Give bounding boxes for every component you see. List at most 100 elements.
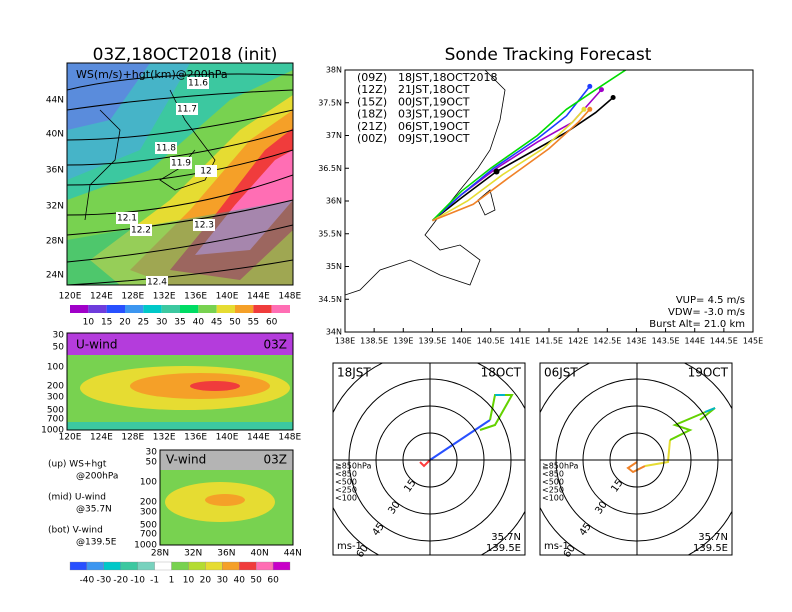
x-tick-label: 141E	[510, 337, 530, 346]
level-label: 700	[47, 415, 64, 425]
legend-time: 18JST,18OCT2018	[398, 71, 498, 84]
y-tick-label: 37N	[326, 131, 342, 140]
lat-label: 28N	[151, 549, 169, 559]
annotation: Burst Alt= 21.0 km	[649, 319, 745, 330]
lon-label: 148E	[278, 433, 301, 443]
lon-label: 136E	[184, 292, 207, 302]
note: (mid) U-wind	[48, 493, 106, 503]
x-tick-label: 143.5E	[652, 337, 680, 346]
hodo-time: 06JST	[544, 366, 578, 380]
hodograph-line	[479, 394, 514, 431]
hodo-lon: 139.5E	[693, 543, 728, 554]
colorbar-label: 10	[183, 576, 195, 586]
colorbar-label: -40	[80, 576, 95, 586]
colorbar-label: 35	[174, 318, 185, 328]
level-label: 100	[47, 363, 64, 373]
lat-label: 28N	[46, 237, 64, 247]
lat-label: 32N	[46, 202, 64, 212]
x-tick-label: 139.5E	[418, 337, 446, 346]
colorbar-swatch	[180, 305, 199, 313]
hodograph	[333, 363, 525, 555]
level-key: <100	[335, 494, 357, 503]
ring	[402, 432, 458, 488]
map-title: 03Z,18OCT2018 (init)	[93, 45, 278, 65]
level-key: <500	[335, 478, 357, 487]
track-end	[598, 87, 604, 93]
hodo-lat: 35.7N	[698, 532, 728, 543]
lon-label: 132E	[153, 292, 176, 302]
track-end	[581, 106, 587, 112]
colorbar-label: 60	[266, 318, 278, 328]
hodo-unit: ms-1	[337, 541, 362, 552]
track-line	[431, 85, 591, 222]
annotation: VUP= 4.5 m/s	[676, 295, 745, 306]
colorbar-swatch	[205, 561, 223, 571]
track-line	[431, 70, 628, 222]
lon-label: 120E	[59, 433, 82, 443]
note: @139.5E	[76, 538, 117, 548]
colorbar-label: 45	[211, 318, 222, 328]
x-tick-label: 138.5E	[360, 337, 388, 346]
track-end	[587, 106, 593, 112]
y-tick-label: 35N	[326, 262, 342, 271]
colorbar-label: 20	[200, 576, 212, 586]
note: @35.7N	[76, 505, 112, 515]
level-key: <850	[335, 470, 357, 479]
level-label: 1000	[134, 541, 157, 551]
ring	[555, 378, 719, 542]
lon-label: 144E	[247, 433, 270, 443]
legend-name: (09Z)	[357, 71, 387, 84]
contour-label: 12.1	[117, 214, 137, 224]
contour-label: 12	[200, 167, 211, 177]
level-key: ≧850hPa	[335, 462, 372, 471]
note: (up) WS+hgt	[48, 460, 107, 470]
ring-label: 45	[371, 521, 387, 538]
level-label: 700	[140, 530, 157, 540]
colorbar-swatch	[120, 561, 138, 571]
x-tick-label: 142.5E	[593, 337, 621, 346]
level-label: 30	[53, 331, 65, 341]
hodograph-line	[419, 459, 431, 468]
hodograph-frame	[539, 362, 733, 556]
level-label: 200	[140, 498, 157, 508]
contour-label-bg	[187, 77, 209, 89]
contour-label-bg	[193, 219, 215, 231]
colorbar-swatch	[154, 561, 172, 571]
level-label: 50	[146, 458, 158, 468]
colorbar-swatch	[103, 561, 121, 571]
u-wind-frame	[66, 332, 294, 431]
hodograph-frame	[332, 362, 526, 556]
lat-label: 32N	[184, 549, 202, 559]
colorbar-label: -10	[130, 576, 145, 586]
contour-label: 11.7	[177, 105, 197, 115]
x-tick-label: 138E	[335, 337, 355, 346]
lon-label: 136E	[184, 433, 207, 443]
ring-label: 15	[402, 478, 418, 495]
y-tick-label: 36.5N	[318, 164, 342, 173]
x-tick-label: 142E	[568, 337, 588, 346]
contour-label-bg	[130, 224, 152, 236]
lat-label: 36N	[217, 549, 235, 559]
legend-time: 21JST,18OCT	[398, 83, 470, 96]
hodo-date: 18OCT	[481, 366, 522, 380]
y-tick-label: 34N	[326, 328, 342, 337]
contour-label-bg	[146, 276, 168, 288]
lon-label: 144E	[247, 292, 270, 302]
colorbar-swatch	[271, 305, 290, 313]
level-label: 500	[47, 406, 64, 416]
colorbar-swatch	[137, 561, 155, 571]
ring	[582, 405, 692, 515]
contour-label: 12.2	[131, 226, 151, 236]
hodo-lat: 35.7N	[491, 532, 521, 543]
contour-label-bg	[116, 212, 138, 224]
level-label: 300	[47, 393, 64, 403]
lon-label: 132E	[153, 433, 176, 443]
lon-label: 140E	[216, 433, 239, 443]
level-label: 50	[53, 343, 65, 353]
level-key: <250	[335, 486, 357, 495]
legend-name: (00Z)	[357, 132, 387, 145]
lon-label: 148E	[278, 292, 301, 302]
v-wind-label: V-wind	[166, 453, 206, 467]
track-end	[587, 83, 593, 89]
